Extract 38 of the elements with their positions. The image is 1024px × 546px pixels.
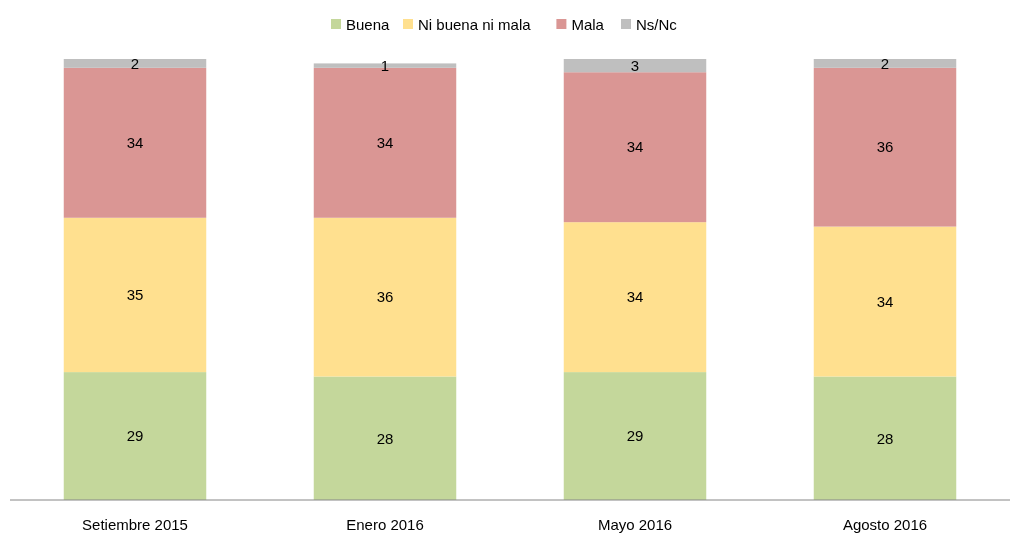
x-tick-label: Enero 2016 [346, 516, 424, 533]
legend-label: Ns/Nc [636, 16, 678, 34]
bar [63, 372, 207, 500]
data-label: 36 [876, 138, 894, 156]
data-label: 1 [380, 56, 390, 74]
bar [63, 217, 207, 373]
data-label: 34 [376, 134, 394, 152]
legend-label: Ni buena ni mala [418, 16, 532, 34]
bar [813, 226, 957, 377]
legend-label: Mala [571, 16, 605, 34]
data-label: 29 [626, 427, 644, 445]
bar [813, 67, 957, 227]
data-label: 28 [876, 429, 894, 447]
data-label: 28 [376, 429, 394, 447]
bar [313, 376, 457, 500]
data-label: 29 [126, 427, 144, 445]
bar [563, 222, 707, 373]
bar [313, 217, 457, 377]
legend-label: Buena [346, 16, 391, 34]
bar [63, 67, 207, 218]
bar [563, 372, 707, 500]
bar [563, 72, 707, 223]
x-tick-label: Mayo 2016 [597, 516, 673, 533]
bar [813, 376, 957, 500]
data-label: 35 [126, 286, 144, 304]
data-label: 34 [626, 288, 644, 306]
data-label: 34 [876, 292, 894, 310]
data-label: 2 [880, 54, 890, 72]
data-label: 34 [126, 134, 144, 152]
x-tick-label: Agosto 2016 [842, 516, 928, 533]
bar [63, 59, 207, 68]
bar [563, 59, 707, 73]
bar [813, 59, 957, 68]
data-label: 36 [376, 288, 394, 306]
data-label: 34 [626, 138, 644, 156]
data-label: 3 [630, 56, 640, 74]
data-label: 2 [130, 54, 140, 72]
x-tick-label: Setiembre 2015 [82, 516, 188, 533]
